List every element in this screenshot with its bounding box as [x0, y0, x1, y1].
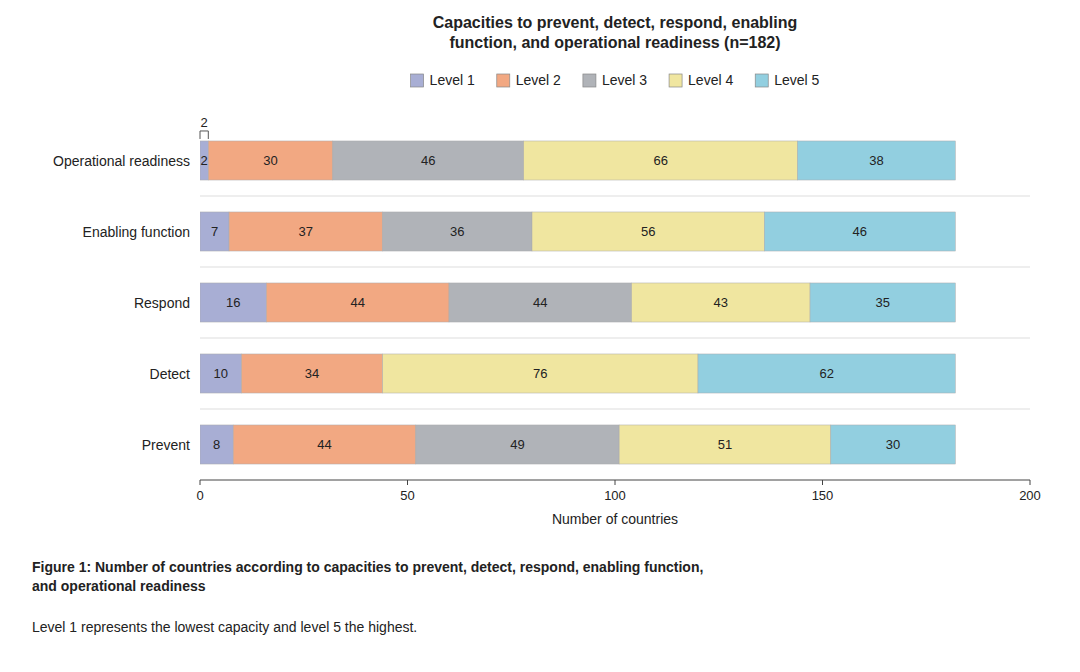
legend-label: Level 4: [688, 72, 733, 88]
bar-segment: [200, 283, 266, 322]
separator: [200, 338, 1030, 339]
x-axis-label: Number of countries: [552, 511, 678, 527]
bar-segment: [200, 141, 208, 180]
data-label: 30: [886, 437, 900, 452]
chart: Capacities to prevent, detect, respond, …: [0, 0, 1080, 672]
data-label: 30: [263, 153, 277, 168]
bar-segment: [208, 141, 332, 180]
data-label: 43: [714, 295, 728, 310]
data-label: 36: [450, 224, 464, 239]
x-tick: [822, 480, 823, 485]
bar-segment: [200, 425, 233, 464]
y-tick-label: Detect: [150, 366, 191, 382]
data-label: 49: [510, 437, 524, 452]
legend-swatch: [755, 74, 768, 87]
x-tick: [407, 480, 408, 485]
bar-segment: [524, 141, 798, 180]
legend-item: Level 3: [583, 72, 647, 88]
bar-segment: [200, 354, 242, 393]
legend-item: Level 2: [497, 72, 561, 88]
bar-segment: [383, 354, 698, 393]
x-tick: [615, 480, 616, 485]
data-label: 34: [305, 366, 319, 381]
y-tick-label: Operational readiness: [53, 153, 190, 169]
bar-segment: [632, 283, 810, 322]
bars: [200, 141, 955, 464]
bar-segment: [233, 425, 416, 464]
caption-note: Level 1 represents the lowest capacity a…: [32, 619, 417, 635]
legend-swatch: [497, 74, 510, 87]
legend-label: Level 5: [774, 72, 819, 88]
data-label: 7: [211, 224, 218, 239]
legend-item: Level 1: [411, 72, 475, 88]
data-label: 56: [641, 224, 655, 239]
bar-segment: [831, 425, 956, 464]
data-label: 2: [201, 153, 208, 168]
x-tick: [200, 480, 201, 485]
bar-segment: [764, 212, 955, 251]
legend-swatch: [411, 74, 424, 87]
data-label: 38: [869, 153, 883, 168]
x-tick: [1030, 480, 1031, 485]
bar-segment: [449, 283, 632, 322]
separator: [200, 196, 1030, 197]
legend-item: Level 5: [755, 72, 819, 88]
data-label: 44: [317, 437, 331, 452]
bar-segment: [200, 212, 229, 251]
bar-segment: [383, 212, 532, 251]
bar-segment: [416, 425, 619, 464]
data-labels: 8 44 49 51 30 10 34 76 62 16 44 44 43 35 7 37 36 56 46 2 30 4…: [201, 153, 901, 452]
data-label: 62: [819, 366, 833, 381]
data-label: 35: [875, 295, 889, 310]
legend-swatch: [583, 74, 596, 87]
bar-segment: [698, 354, 955, 393]
y-tick-label: Respond: [134, 295, 190, 311]
data-label: 10: [214, 366, 228, 381]
bar-segment: [810, 283, 955, 322]
x-tick-label: 50: [400, 488, 414, 503]
legend-label: Level 1: [430, 72, 475, 88]
x-tick-label: 100: [604, 488, 626, 503]
separator: [200, 409, 1030, 410]
separator: [200, 267, 1030, 268]
data-label: 8: [213, 437, 220, 452]
bar-segment: [242, 354, 383, 393]
annotation-bracket: [200, 131, 208, 139]
annotation: 2: [201, 115, 208, 130]
bar-segment: [798, 141, 956, 180]
bar-segment: [266, 283, 449, 322]
title: Capacities to prevent, detect, respond, …: [433, 14, 798, 51]
data-label: 16: [226, 295, 240, 310]
bar-segment: [532, 212, 764, 251]
x-tick-label: 150: [812, 488, 834, 503]
data-label: 44: [350, 295, 364, 310]
legend-label: Level 3: [602, 72, 647, 88]
data-label: 46: [853, 224, 867, 239]
data-label: 37: [299, 224, 313, 239]
data-label: 76: [533, 366, 547, 381]
y-tick-label: Enabling function: [83, 224, 190, 240]
data-label: 46: [421, 153, 435, 168]
x-tick-label: 0: [196, 488, 203, 503]
legend-item: Level 4: [669, 72, 733, 88]
legend-label: Level 2: [516, 72, 561, 88]
data-label: 51: [718, 437, 732, 452]
data-label: 44: [533, 295, 547, 310]
y-tick-label: Prevent: [142, 437, 190, 453]
bar-segment: [333, 141, 524, 180]
legend: Level 1 Level 2 Level 3 Level 4 Level 5: [411, 72, 820, 88]
legend-swatch: [669, 74, 682, 87]
bar-segment: [619, 425, 831, 464]
x-tick-label: 200: [1019, 488, 1041, 503]
bar-segment: [229, 212, 383, 251]
data-label: 66: [653, 153, 667, 168]
caption: Figure 1: Number of countries according …: [32, 559, 703, 594]
